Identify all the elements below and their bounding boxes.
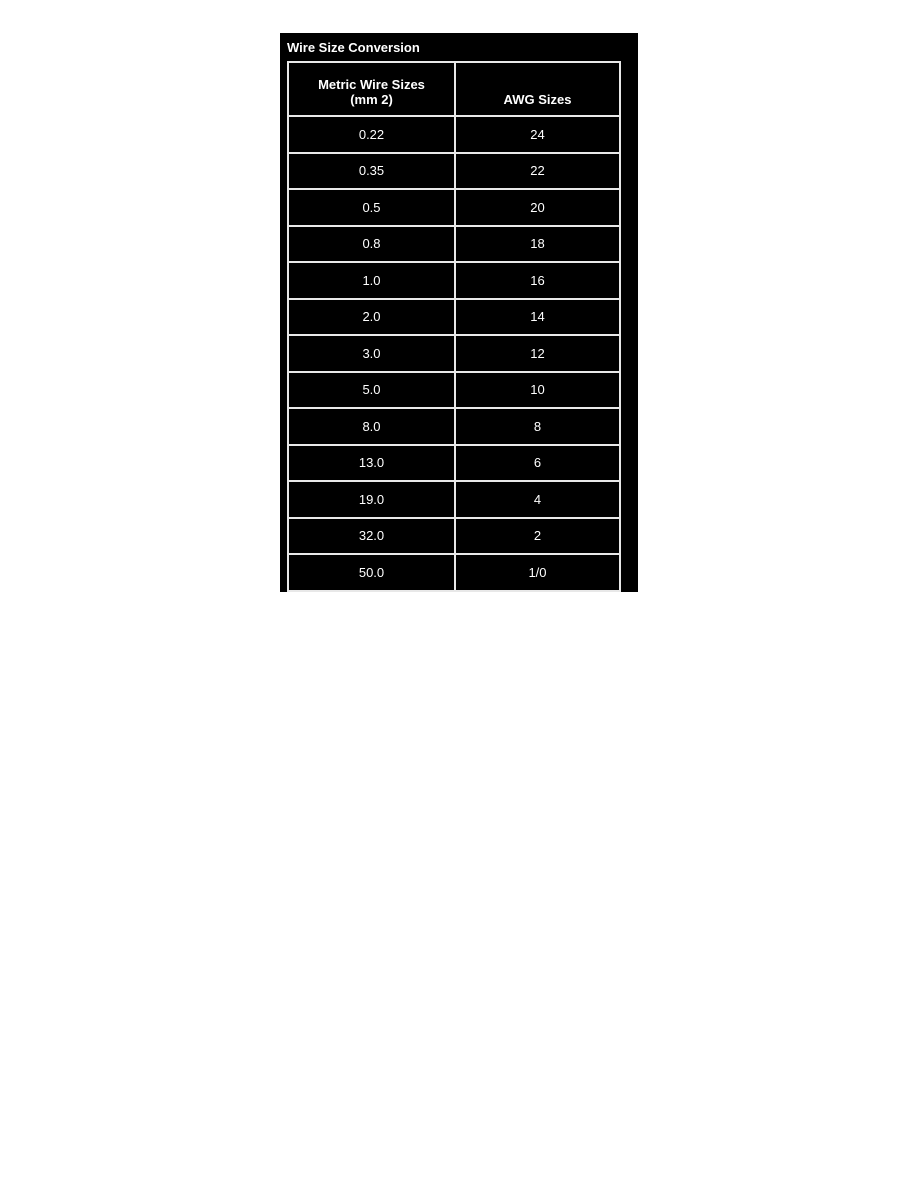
table-row: 5.0 10	[287, 370, 621, 409]
table-row: 0.8 18	[287, 224, 621, 263]
cell-awg: 8	[454, 407, 621, 446]
cell-awg: 1/0	[454, 553, 621, 592]
cell-metric: 0.5	[287, 188, 456, 227]
cell-awg: 16	[454, 261, 621, 300]
conversion-table: Metric Wire Sizes (mm 2) AWG Sizes 0.22 24…	[287, 61, 621, 592]
cell-metric: 8.0	[287, 407, 456, 446]
cell-metric: 0.22	[287, 115, 456, 154]
table-row: 3.0 12	[287, 334, 621, 373]
table-row: 1.0 16	[287, 261, 621, 300]
cell-metric: 2.0	[287, 297, 456, 336]
cell-awg: 14	[454, 297, 621, 336]
wire-size-conversion-panel: Wire Size Conversion Metric Wire Sizes (m…	[280, 33, 638, 592]
cell-metric: 0.8	[287, 224, 456, 263]
header-metric: Metric Wire Sizes (mm 2)	[287, 61, 456, 117]
cell-awg: 2	[454, 516, 621, 555]
cell-awg: 18	[454, 224, 621, 263]
cell-awg: 20	[454, 188, 621, 227]
table-row: 13.0 6	[287, 443, 621, 482]
header-metric-line2: (mm 2)	[350, 92, 393, 107]
table-row: 19.0 4	[287, 480, 621, 519]
header-metric-line1: Metric Wire Sizes	[318, 77, 425, 92]
cell-awg: 22	[454, 151, 621, 190]
cell-awg: 24	[454, 115, 621, 154]
cell-awg: 4	[454, 480, 621, 519]
cell-metric: 0.35	[287, 151, 456, 190]
table-row: 2.0 14	[287, 297, 621, 336]
header-awg-label: AWG Sizes	[503, 92, 572, 107]
table-row: 8.0 8	[287, 407, 621, 446]
table-row: 0.22 24	[287, 115, 621, 154]
table-row: 50.0 1/0	[287, 553, 621, 592]
table-row: 0.5 20	[287, 188, 621, 227]
cell-metric: 1.0	[287, 261, 456, 300]
cell-metric: 5.0	[287, 370, 456, 409]
header-row: Metric Wire Sizes (mm 2) AWG Sizes	[287, 61, 621, 117]
table-title: Wire Size Conversion	[287, 40, 420, 55]
cell-metric: 50.0	[287, 553, 456, 592]
table-row: 32.0 2	[287, 516, 621, 555]
cell-awg: 12	[454, 334, 621, 373]
cell-metric: 3.0	[287, 334, 456, 373]
cell-metric: 13.0	[287, 443, 456, 482]
table-row: 0.35 22	[287, 151, 621, 190]
header-awg: AWG Sizes	[454, 61, 621, 117]
cell-metric: 32.0	[287, 516, 456, 555]
cell-metric: 19.0	[287, 480, 456, 519]
cell-awg: 10	[454, 370, 621, 409]
cell-awg: 6	[454, 443, 621, 482]
